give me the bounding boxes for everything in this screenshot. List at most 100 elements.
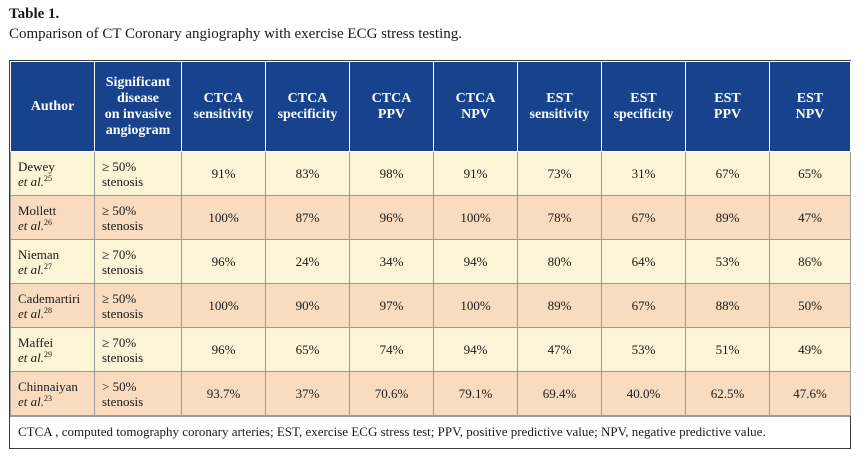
author-etal: et al.	[18, 217, 44, 233]
disease-line: stenosis	[102, 393, 144, 409]
author-etal: et al.	[18, 173, 44, 189]
value-cell-ctca-npv: 100%	[433, 195, 518, 240]
author-name: Mollett	[18, 202, 57, 218]
author-name: Nieman	[18, 246, 60, 262]
table-row: Mollett et al.26 ≥ 50% stenosis 100% 87% 96% 10…	[10, 195, 851, 240]
value-cell-ctca-specificity: 65%	[265, 327, 350, 372]
column-header-line: specificity	[613, 106, 674, 122]
table-row: Nieman et al.27 ≥ 70% stenosis 96% 24% 34% 94% 8…	[10, 239, 851, 284]
value-cell-est-specificity: 53%	[601, 327, 686, 372]
disease-cell: ≥ 70% stenosis	[94, 239, 182, 284]
disease-line: stenosis	[102, 173, 144, 189]
value-cell-est-npv: 65%	[769, 151, 851, 196]
value-cell-est-npv: 47.6%	[769, 371, 851, 416]
value-cell-est-specificity: 31%	[601, 151, 686, 196]
table-row: Dewey et al.25 ≥ 50% stenosis 91% 83% 98% 91% 73…	[10, 151, 851, 196]
value-cell-est-ppv: 53%	[685, 239, 770, 284]
table-row: Cademartiri et al.28 ≥ 50% stenosis 100% 90% 9…	[10, 283, 851, 328]
table-row: Maffei et al.29 ≥ 70% stenosis 96% 65% 74% 94% 4…	[10, 327, 851, 372]
disease-cell: ≥ 70% stenosis	[94, 327, 182, 372]
author-cell: Mollett et al.26	[10, 195, 95, 240]
column-header-line: EST	[546, 90, 573, 106]
author-name: Dewey	[18, 158, 55, 174]
author-cell: Dewey et al.25	[10, 151, 95, 196]
column-header-est-npv: EST NPV	[769, 61, 851, 152]
column-header-line: angiogram	[105, 122, 171, 138]
column-header-line: Significant	[105, 74, 171, 90]
value-cell-ctca-sensitivity: 100%	[181, 195, 266, 240]
reference-number: 28	[44, 305, 52, 315]
value-cell-ctca-npv: 94%	[433, 327, 518, 372]
value-cell-est-sensitivity: 73%	[517, 151, 602, 196]
value-cell-ctca-specificity: 87%	[265, 195, 350, 240]
value-cell-ctca-ppv: 74%	[349, 327, 434, 372]
column-header-line: sensitivity	[193, 106, 254, 122]
value-cell-ctca-ppv: 34%	[349, 239, 434, 284]
author-etal: et al.	[18, 305, 44, 321]
value-cell-ctca-specificity: 24%	[265, 239, 350, 284]
table-title: Table 1.	[9, 6, 60, 22]
value-cell-est-ppv: 88%	[685, 283, 770, 328]
reference-number: 23	[44, 393, 52, 403]
disease-line: ≥ 50%	[102, 202, 137, 218]
disease-cell: > 50% stenosis	[94, 371, 182, 416]
author-cell: Cademartiri et al.28	[10, 283, 95, 328]
value-cell-ctca-ppv: 98%	[349, 151, 434, 196]
column-header-line: CTCA	[455, 90, 496, 106]
table-caption: Table 1. Comparison of CT Coronary angio…	[9, 4, 462, 44]
disease-line: ≥ 50%	[102, 290, 137, 306]
value-cell-est-ppv: 67%	[685, 151, 770, 196]
disease-line: stenosis	[102, 261, 144, 277]
value-cell-ctca-sensitivity: 100%	[181, 283, 266, 328]
disease-line: ≥ 70%	[102, 246, 137, 262]
column-header-line: EST	[714, 90, 741, 106]
author-cell: Chinnaiyan et al.23	[10, 371, 95, 416]
disease-cell: ≥ 50% stenosis	[94, 151, 182, 196]
value-cell-ctca-npv: 91%	[433, 151, 518, 196]
table-frame: Author Significant disease on invasive angio…	[9, 60, 851, 449]
value-cell-est-ppv: 89%	[685, 195, 770, 240]
column-header-line: EST	[796, 90, 824, 106]
column-header-line: CTCA	[203, 90, 244, 106]
column-header-line: CTCA	[287, 90, 328, 106]
column-header-line: NPV	[461, 106, 490, 122]
column-header-est-ppv: EST PPV	[685, 61, 770, 152]
author-etal: et al.	[18, 349, 44, 365]
disease-line: ≥ 50%	[102, 158, 137, 174]
author-name: Cademartiri	[18, 290, 81, 306]
value-cell-est-npv: 49%	[769, 327, 851, 372]
disease-line: ≥ 70%	[102, 334, 137, 350]
column-header-significant-disease: Significant disease on invasive angiogram	[94, 61, 182, 152]
value-cell-est-sensitivity: 80%	[517, 239, 602, 284]
value-cell-est-specificity: 67%	[601, 195, 686, 240]
author-name: Chinnaiyan	[18, 378, 78, 394]
value-cell-ctca-ppv: 96%	[349, 195, 434, 240]
column-header-line: EST	[630, 90, 657, 106]
author-etal: et al.	[18, 393, 44, 409]
table-row: Chinnaiyan et al.23 > 50% stenosis 93.7% 37% 7…	[10, 371, 851, 416]
column-header-line: specificity	[277, 106, 338, 122]
value-cell-ctca-sensitivity: 96%	[181, 327, 266, 372]
author-name: Maffei	[18, 334, 54, 350]
comparison-table: Author Significant disease on invasive angio…	[10, 61, 851, 416]
value-cell-est-specificity: 40.0%	[601, 371, 686, 416]
header-row: Author Significant disease on invasive angio…	[10, 61, 851, 152]
value-cell-ctca-sensitivity: 96%	[181, 239, 266, 284]
value-cell-est-specificity: 64%	[601, 239, 686, 284]
column-header-line: on invasive	[104, 106, 172, 122]
value-cell-est-sensitivity: 69.4%	[517, 371, 602, 416]
disease-line: > 50%	[102, 378, 137, 394]
reference-number: 26	[44, 217, 52, 227]
value-cell-ctca-specificity: 83%	[265, 151, 350, 196]
author-cell: Maffei et al.29	[10, 327, 95, 372]
column-header-line: CTCA	[371, 90, 412, 106]
column-header-line: PPV	[377, 106, 406, 122]
disease-line: stenosis	[102, 305, 144, 321]
reference-number: 25	[44, 173, 52, 183]
reference-number: 27	[44, 261, 52, 271]
table-body: Dewey et al.25 ≥ 50% stenosis 91% 83% 98% 91% 73…	[10, 151, 851, 416]
column-header-ctca-ppv: CTCA PPV	[349, 61, 434, 152]
table-footnote: CTCA , computed tomography coronary arte…	[10, 416, 850, 456]
value-cell-ctca-ppv: 97%	[349, 283, 434, 328]
disease-cell: ≥ 50% stenosis	[94, 195, 182, 240]
